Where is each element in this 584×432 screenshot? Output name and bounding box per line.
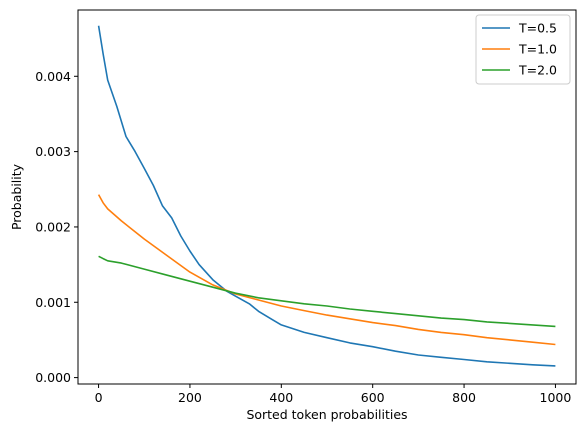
y-tick-label: 0.004 (35, 69, 71, 84)
legend-label-t10: T=1.0 (518, 42, 557, 57)
y-tick-label: 0.002 (35, 219, 71, 234)
series-line-t05 (97, 25, 556, 367)
legend-box (475, 14, 571, 85)
series-line-t20 (98, 255, 556, 328)
legend-label-t20: T=2.0 (518, 63, 557, 78)
x-tick-label: 600 (361, 390, 385, 405)
x-tick-label: 400 (269, 390, 293, 405)
x-axis-ticks: 0 200 400 600 800 1000 (95, 384, 572, 405)
y-axis-ticks: 0.000 0.001 0.002 0.003 0.004 (35, 69, 78, 385)
legend-label-t05: T=0.5 (518, 21, 557, 36)
x-tick-label: 200 (178, 390, 202, 405)
y-tick-label: 0.001 (35, 295, 71, 310)
x-axis-label: Sorted token probabilities (246, 407, 407, 422)
series-lines (97, 25, 556, 367)
series-line-t10 (97, 194, 556, 346)
x-tick-label: 1000 (540, 390, 572, 405)
y-tick-label: 0.000 (35, 370, 71, 385)
y-tick-label: 0.003 (35, 144, 71, 159)
x-tick-label: 0 (95, 390, 103, 405)
x-tick-label: 800 (452, 390, 476, 405)
y-axis-label: Probability (9, 163, 24, 230)
legend: T=0.5 T=1.0 T=2.0 (475, 14, 571, 85)
